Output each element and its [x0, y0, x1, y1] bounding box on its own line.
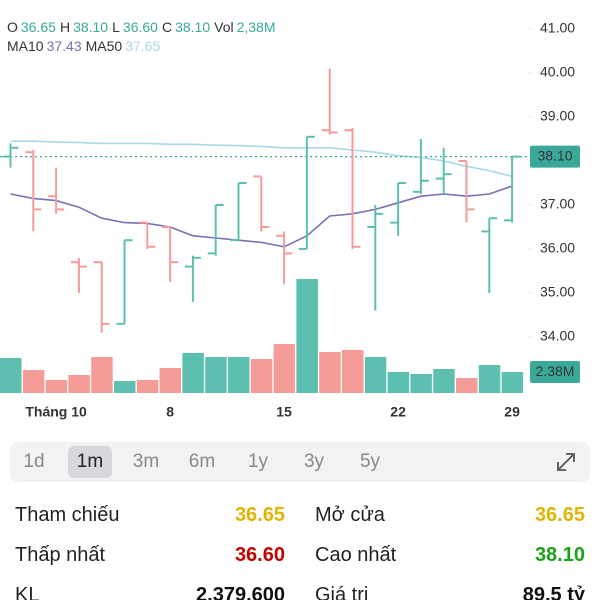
x-tick-label: Tháng 10	[25, 404, 87, 420]
ohlc-value: 36.60	[122, 19, 158, 35]
y-tick-label: 35.00	[540, 284, 575, 300]
tab[interactable]: 5y	[359, 451, 381, 472]
ohlc-label: H	[59, 19, 71, 35]
stat-label: Tham chiếu	[15, 504, 120, 526]
volume-bar	[433, 368, 455, 393]
stat-value: 36.65	[534, 504, 585, 526]
volume-bar	[250, 359, 273, 393]
stat-label: Mở cửa	[315, 504, 385, 526]
chart: 34.0035.0036.0037.0038.0039.0040.0041.00…	[0, 20, 580, 420]
volume-bar	[205, 357, 227, 393]
ma-value: 37.65	[125, 38, 161, 54]
volume-bar	[182, 352, 204, 393]
ma-line	[10, 140, 513, 178]
range-tabs: 1d 1m 3m 6m 1y 3y 5y	[10, 442, 590, 482]
ohlc-label: O	[7, 19, 18, 35]
ohlc-label: C	[161, 19, 173, 35]
stat-value: 36.65	[234, 504, 285, 526]
ma-line: MA10 37.43 MA50 37.65	[7, 37, 280, 56]
y-tick-label: 39.00	[540, 108, 575, 124]
volume-bar	[342, 349, 364, 393]
ohlc-label: Vol	[214, 19, 234, 35]
volume-bar	[319, 351, 341, 393]
volume-bar	[91, 357, 113, 393]
stat-label: Thấp nhất	[15, 544, 106, 566]
stat-value: 2,379,600	[196, 584, 285, 600]
stat-row: Giá trị 89,5 tỷ	[315, 584, 585, 600]
y-tick-label: 34.00	[540, 328, 575, 344]
stat-label: Giá trị	[315, 584, 369, 600]
ohlc-label: L	[112, 19, 120, 35]
stat-label: Cao nhất	[315, 544, 397, 566]
volume-bar	[387, 371, 410, 393]
volume-bar	[114, 381, 136, 393]
x-tick-label: 15	[276, 404, 292, 420]
ohlc-value: 38.10	[175, 19, 211, 35]
volume-label: 2.38M	[536, 363, 575, 379]
volume-bar	[228, 357, 250, 393]
stat-row: Mở cửa 36.65	[315, 504, 585, 527]
tab[interactable]: 3m	[132, 451, 160, 472]
volume-bar	[478, 365, 501, 393]
stat-value: 38.10	[534, 544, 585, 566]
volume-bar	[45, 379, 68, 393]
ma-line	[10, 185, 513, 248]
tab[interactable]: 1m	[68, 446, 112, 478]
ma-value: 37.43	[46, 38, 82, 54]
y-tick-label: 36.00	[540, 240, 575, 256]
volume-bar	[456, 378, 478, 393]
ma-name: MA10	[7, 38, 44, 54]
volume-bar	[68, 374, 90, 393]
ohlc-value: 36.65	[20, 19, 56, 35]
volume-bar	[364, 357, 387, 393]
stat-row: Thấp nhất 36.60	[15, 544, 285, 567]
stat-value: 89,5 tỷ	[522, 584, 585, 600]
volume-bar	[0, 357, 22, 393]
x-tick-label: 29	[504, 404, 520, 420]
tab[interactable]: 1d	[23, 451, 45, 472]
tab[interactable]: 6m	[188, 451, 216, 472]
last-price-box	[530, 145, 580, 168]
volume-label-box	[530, 361, 580, 384]
stat-value: 36.60	[234, 544, 285, 566]
stat-row: Cao nhất 38.10	[315, 544, 585, 567]
x-tick-label: 22	[390, 404, 406, 420]
y-tick-label: 40.00	[540, 64, 575, 80]
volume-bar	[296, 279, 318, 393]
ma-name: MA50	[85, 38, 123, 54]
y-tick-label: 41.00	[540, 20, 575, 36]
chart-header: O 36.65 H 38.10 L 36.60 C 38.10 Vol 2,38M MA10 37.…	[7, 18, 280, 56]
ohlc-value: 2,38M	[236, 19, 276, 35]
volume-bar	[136, 379, 159, 393]
expand-icon[interactable]	[555, 451, 577, 473]
stat-row: KL 2,379,600	[15, 584, 285, 600]
volume-bar	[273, 343, 296, 393]
tab[interactable]: 1y	[247, 451, 269, 472]
volume-bar	[22, 370, 45, 393]
ohlc-line: O 36.65 H 38.10 L 36.60 C 38.10 Vol 2,38M	[7, 18, 280, 37]
stat-row: Tham chiếu 36.65	[15, 504, 285, 527]
tab[interactable]: 3y	[303, 451, 325, 472]
volume-bar	[159, 368, 182, 393]
y-tick-label: 37.00	[540, 196, 575, 212]
ohlc-value: 38.10	[73, 19, 109, 35]
last-price-label: 38.10	[537, 147, 572, 163]
volume-bar	[410, 373, 432, 393]
x-tick-label: 8	[166, 404, 174, 420]
stat-label: KL	[15, 584, 40, 600]
volume-bar	[501, 372, 524, 393]
